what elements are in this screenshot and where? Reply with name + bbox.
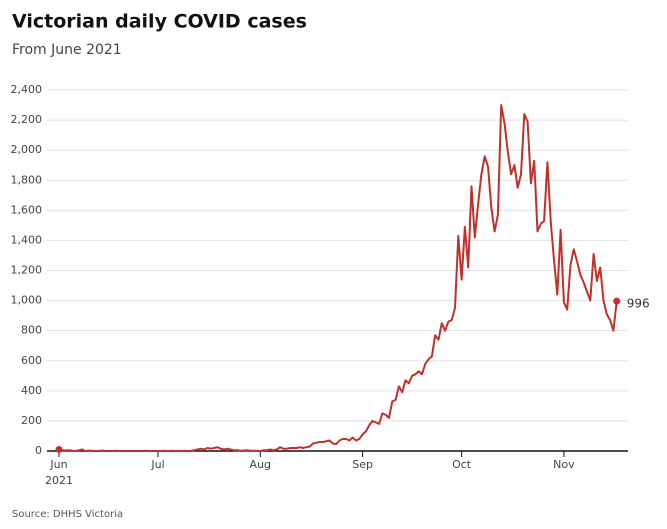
- chart-title: Victorian daily COVID cases: [12, 11, 307, 33]
- x-tick-label: Sep: [352, 458, 373, 471]
- y-tick-label: 2,400: [11, 83, 43, 96]
- y-tick-label: 1,600: [11, 203, 43, 216]
- x-tick-label: Aug: [250, 458, 271, 471]
- source: Source: DHHS Victoria: [12, 509, 123, 520]
- x-year-label: 2021: [45, 474, 73, 487]
- line: [58, 104, 618, 452]
- y-tick-label: 800: [21, 324, 42, 337]
- x-tick-label: Jun: [49, 458, 67, 471]
- y-tick-label: 0: [35, 444, 42, 457]
- y-tick-label: 2,200: [11, 113, 43, 126]
- end-marker: [613, 297, 621, 305]
- y-tick-label: 1,800: [11, 173, 43, 186]
- y-tick-label: 600: [21, 354, 42, 367]
- value-label: 996: [627, 297, 650, 311]
- x-tick-label: Jul: [150, 458, 164, 471]
- chart-subtitle: From June 2021: [12, 42, 122, 58]
- x-tick-label: Oct: [452, 458, 472, 471]
- y-tick-label: 1,200: [11, 264, 43, 277]
- end-marker: [55, 445, 63, 453]
- y-tick-label: 1,400: [11, 233, 43, 246]
- y-tick-label: 2,000: [11, 143, 43, 156]
- y-tick-label: 400: [21, 384, 42, 397]
- x-tick-label: Nov: [553, 458, 575, 471]
- y-tick-label: 200: [21, 414, 42, 427]
- y-tick-label: 1,000: [11, 294, 43, 307]
